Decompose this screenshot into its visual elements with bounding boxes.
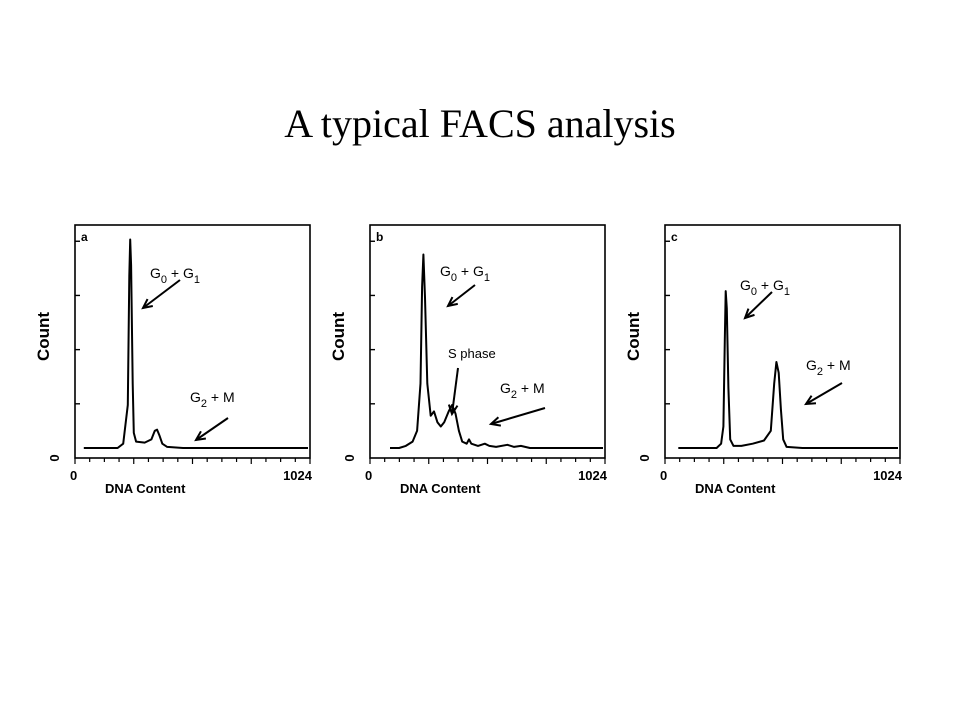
annotation-label: G0 + G1 [150,265,200,286]
annotation-arrow [447,284,476,307]
x-tick-label: 1024 [873,468,903,483]
x-axis-title: DNA Content [400,481,481,496]
y-tick-label: 0 [342,454,357,461]
plot-frame [369,224,606,459]
x-tick-label: 0 [365,468,372,483]
y-axis-title: Count [34,312,53,361]
annotation-label: G2 + M [500,380,545,401]
x-tick-label: 0 [660,468,667,483]
y-tick-label: 0 [637,454,652,461]
x-axis-title: DNA Content [695,481,776,496]
annotation-arrow [805,382,843,405]
annotation-arrow [142,279,181,309]
annotation-label: G2 + M [190,389,235,410]
slide-title: A typical FACS analysis [284,101,676,146]
annotation-label: G0 + G1 [440,263,490,284]
x-tick-label: 1024 [578,468,608,483]
x-axis-title: DNA Content [105,481,186,496]
annotation-arrow [490,407,546,425]
annotation-label: G2 + M [806,357,851,378]
panel-letter: c [671,230,678,244]
y-axis-title: Count [624,312,643,361]
annotation-label: S phase [448,346,496,361]
chart-panel-a: a Count 0 0 1024 DNA Content G0 + G1 G2 + M [34,224,313,496]
annotation-arrow [195,417,229,441]
x-tick-label: 0 [70,468,77,483]
annotation-arrow [451,367,459,415]
chart-panel-b: b Count 0 0 1024 DNA Content G0 + G1 S phase G2 … [329,224,608,496]
arrow-head [447,404,459,417]
y-tick-label: 0 [47,454,62,461]
histogram-line [678,290,898,449]
y-axis-title: Count [329,312,348,361]
arrow-head [804,395,817,406]
histogram-line [83,238,308,449]
arrow-head [141,298,154,310]
chart-panel-c: c Count 0 0 1024 DNA Content G0 + G1 G2 + M [624,224,903,496]
annotation-arrow [744,291,773,319]
panel-letter: a [81,230,88,244]
arrow-head [446,296,458,308]
arrow-head [488,416,502,427]
arrow-head [194,430,207,442]
x-tick-label: 1024 [283,468,313,483]
plot-frame [74,224,311,459]
panel-letter: b [376,230,383,244]
annotation-label: G0 + G1 [740,277,790,298]
arrow-head [743,308,755,320]
